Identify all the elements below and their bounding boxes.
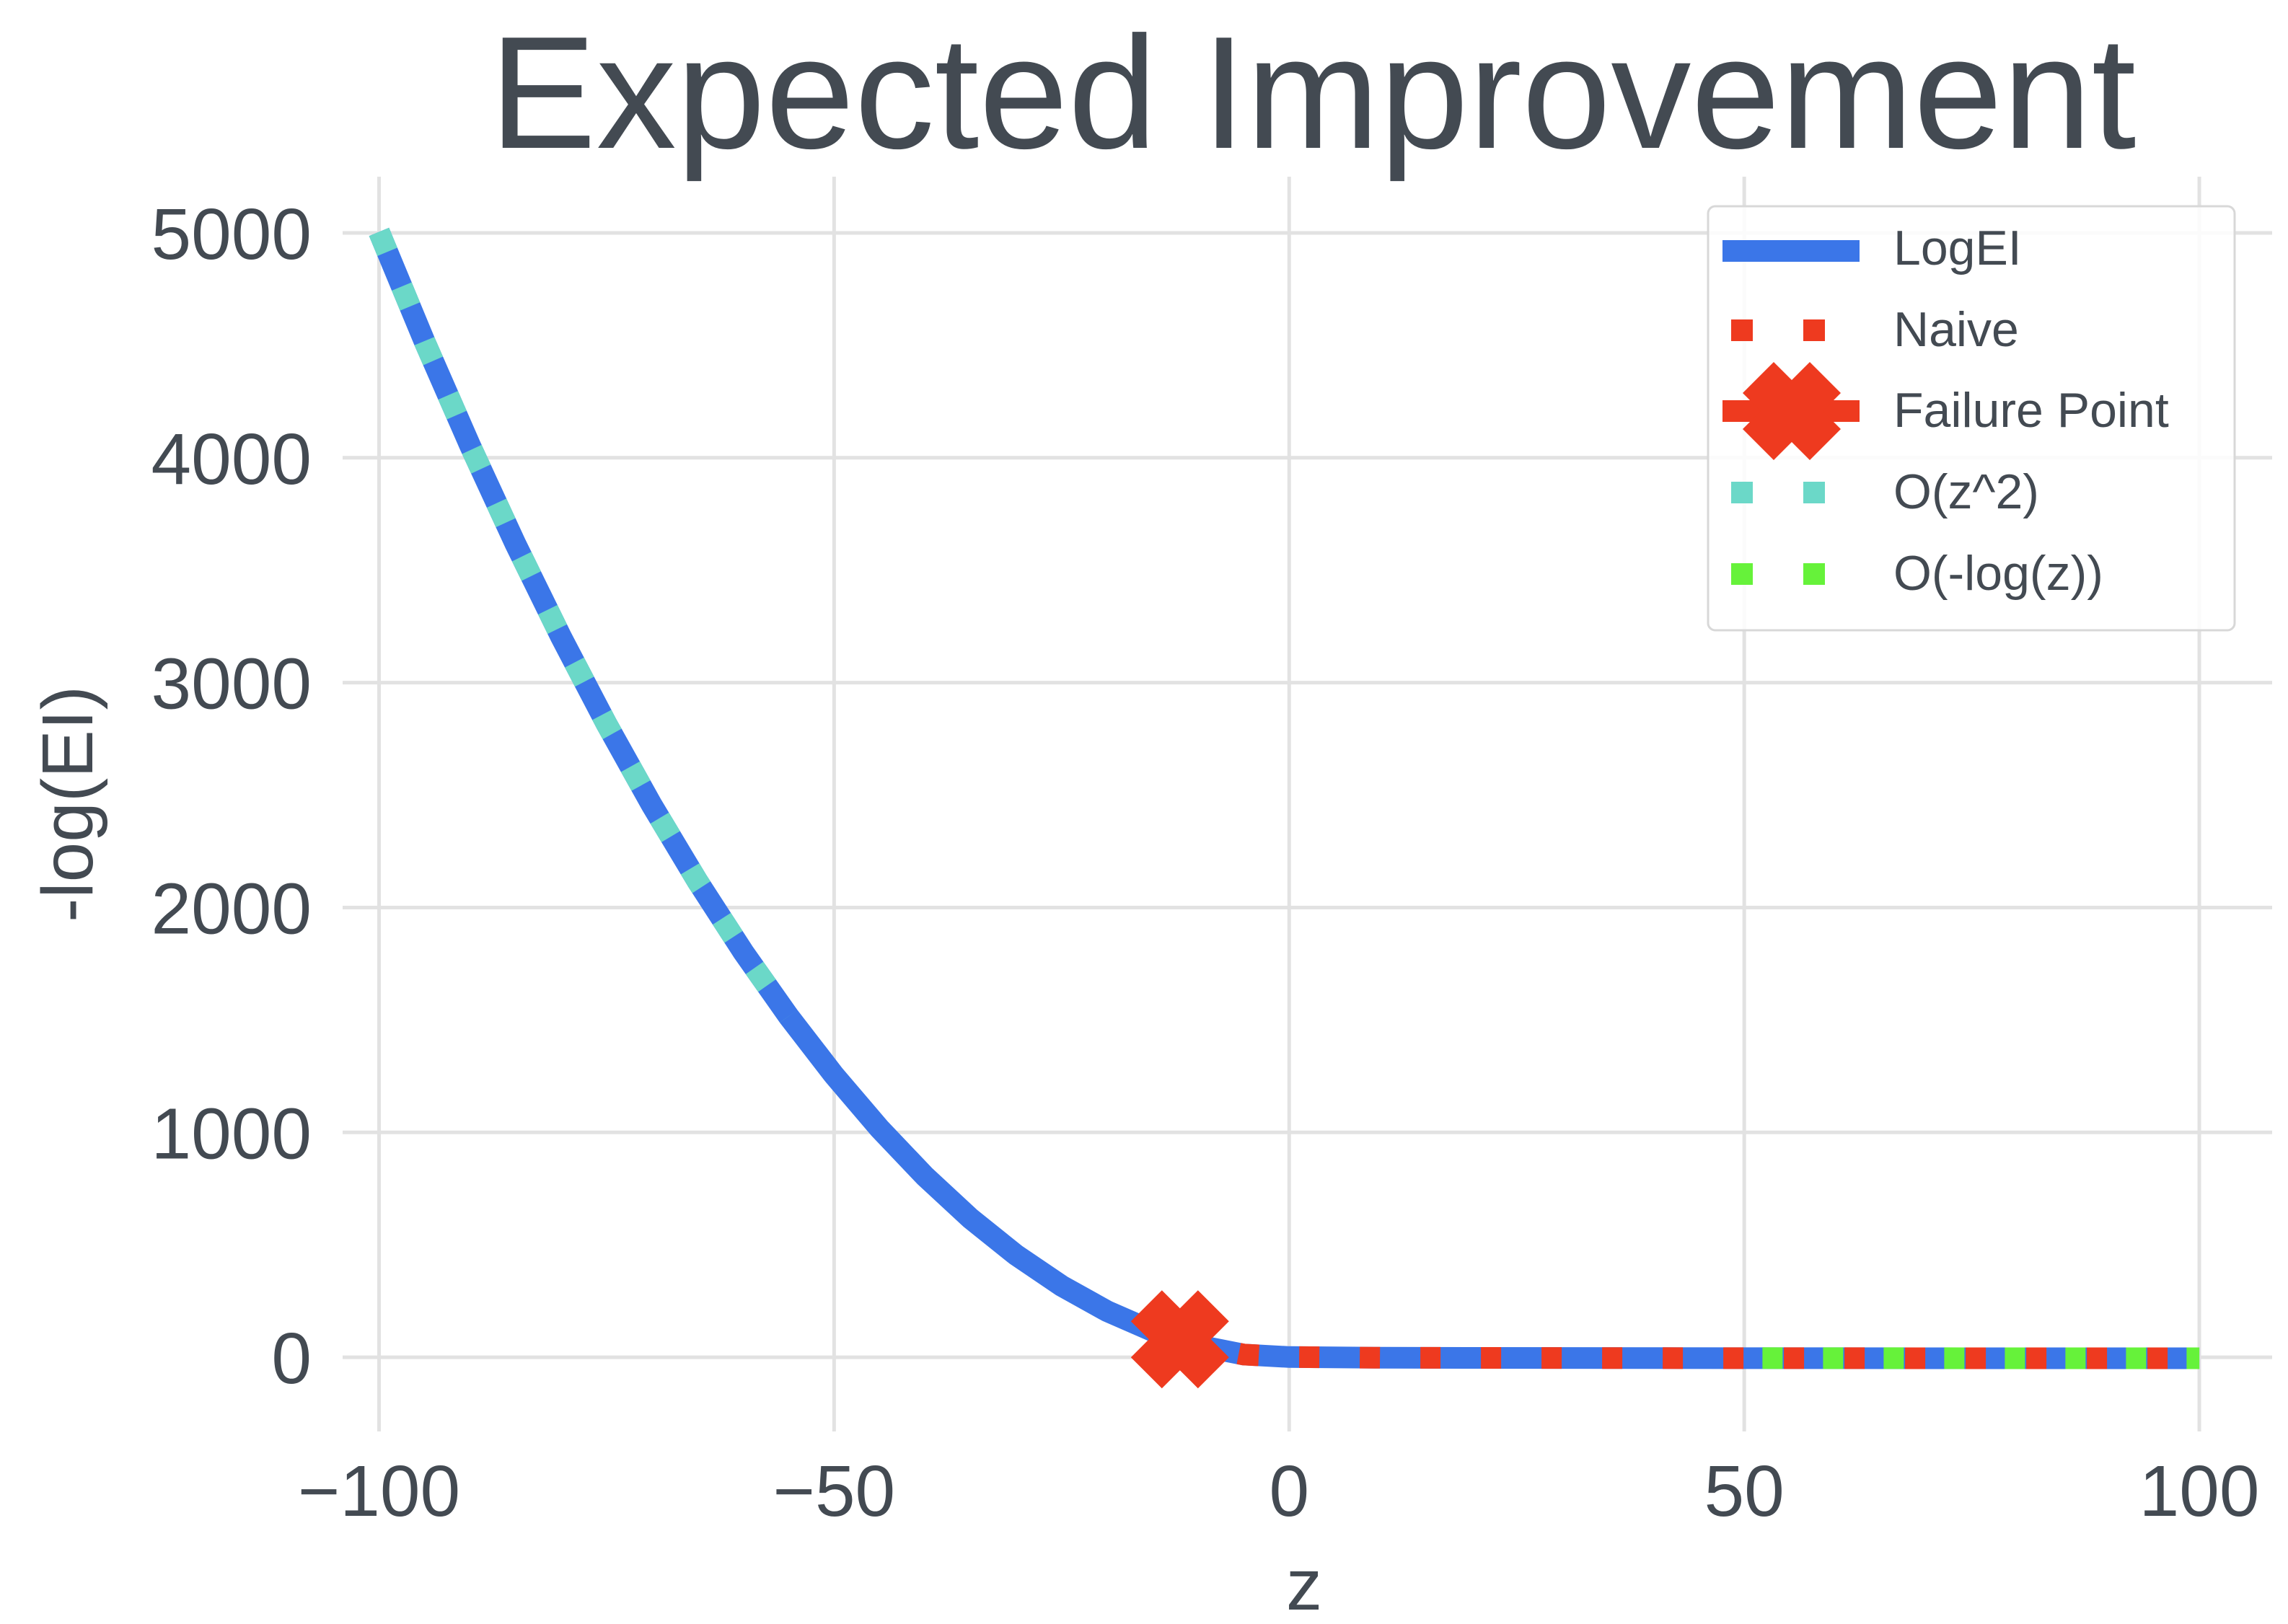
y-axis-label: -log(EI): [27, 686, 108, 922]
y-tick-label: 0: [271, 1318, 312, 1399]
legend-label-naive: Naive: [1893, 302, 2019, 357]
y-tick-label: 2000: [151, 868, 312, 949]
legend: LogEI Naive Failure Point O(z^2) O(-log(…: [1707, 205, 2236, 632]
series-line-oz2: [369, 227, 798, 1023]
y-tick-label: 1000: [151, 1093, 312, 1174]
failure-point-marker: [1130, 1290, 1229, 1389]
x-tick-label: −100: [298, 1451, 460, 1532]
legend-frame: [1707, 205, 2236, 632]
y-tick-label: 5000: [151, 194, 312, 275]
series-line-naive: [1176, 1329, 2200, 1369]
y-tick-label: 3000: [151, 644, 312, 725]
x-axis-label: z: [1286, 1545, 1322, 1624]
x-tick-label: 0: [1269, 1451, 1309, 1532]
legend-swatch-failure-marker: [1743, 362, 1841, 460]
series-layer: [369, 227, 2200, 1389]
chart-title: Expected Improvement: [490, 4, 2137, 182]
x-tick-label: −50: [773, 1451, 896, 1532]
x-tick-label: 50: [1704, 1451, 1785, 1532]
legend-label-failure-point: Failure Point: [1893, 383, 2169, 438]
legend-label-oz2: O(z^2): [1893, 464, 2039, 519]
legend-label-olog: O(-log(z)): [1893, 546, 2103, 601]
y-tick-label: 4000: [151, 419, 312, 500]
x-tick-label: 100: [2139, 1451, 2260, 1532]
legend-label-logei: LogEI: [1893, 221, 2022, 275]
